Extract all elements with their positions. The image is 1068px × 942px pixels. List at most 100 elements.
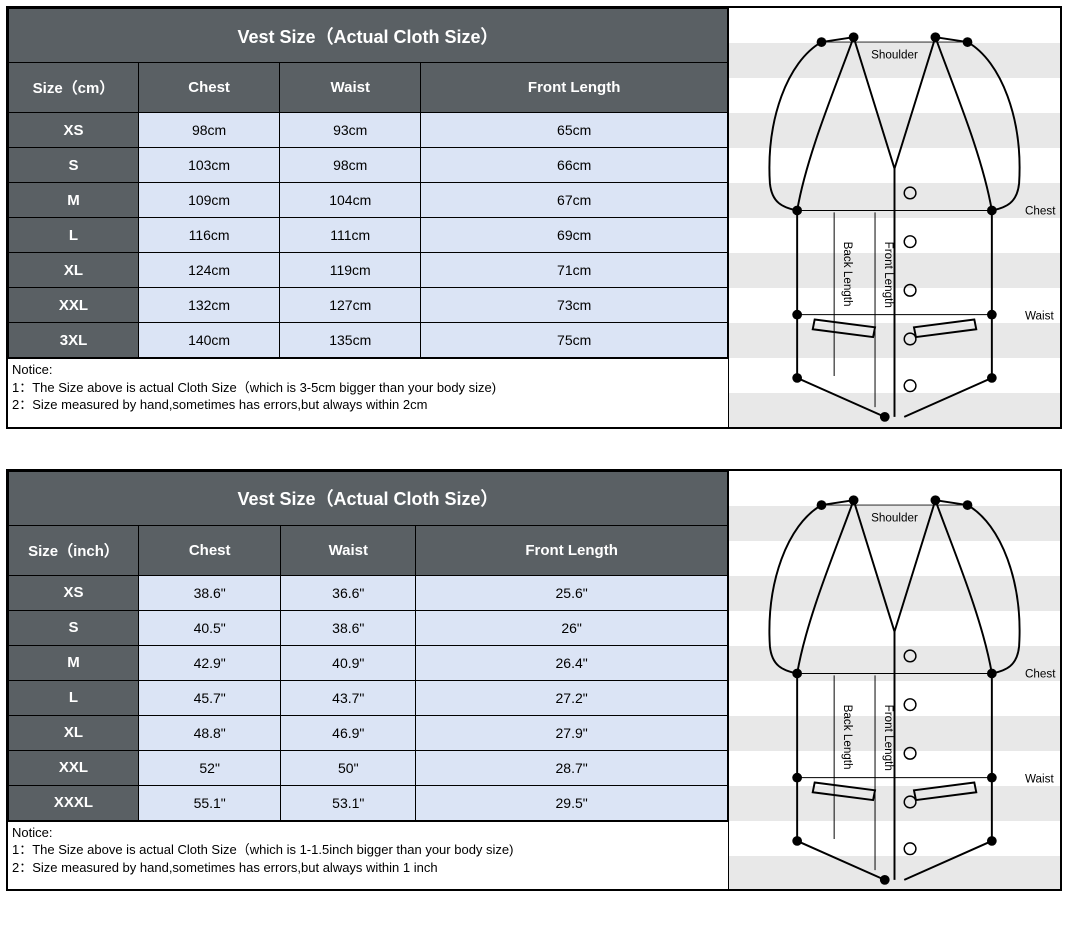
table-row: XL48.8"46.9"27.9" [9, 715, 728, 750]
column-header: Waist [280, 63, 421, 113]
value-cell: 40.5" [139, 610, 281, 645]
table-row: XL124cm119cm71cm [9, 253, 728, 288]
value-cell: 127cm [280, 288, 421, 323]
column-header: Chest [139, 63, 280, 113]
value-cell: 38.6" [139, 575, 281, 610]
column-header-size: Size（cm） [9, 63, 139, 113]
value-cell: 28.7" [416, 750, 728, 785]
notice-title: Notice: [12, 824, 724, 842]
notice-title: Notice: [12, 361, 724, 379]
value-cell: 45.7" [139, 680, 281, 715]
value-cell: 135cm [280, 323, 421, 358]
value-cell: 25.6" [416, 575, 728, 610]
size-table: Vest Size（Actual Cloth Size）Size（cm）Ches… [8, 8, 728, 358]
column-header: Chest [139, 525, 281, 575]
value-cell: 65cm [421, 113, 728, 148]
notice-line: 1：The Size above is actual Cloth Size（wh… [12, 841, 724, 859]
notice-line: 2：Size measured by hand,sometimes has er… [12, 396, 724, 414]
diagram-label-chest: Chest [1025, 204, 1056, 217]
size-cell: S [9, 148, 139, 183]
size-cell: XXL [9, 750, 139, 785]
size-cell: XXXL [9, 785, 139, 820]
value-cell: 104cm [280, 183, 421, 218]
size-chart-block: Vest Size（Actual Cloth Size）Size（cm）Ches… [6, 6, 1062, 429]
size-cell: XS [9, 575, 139, 610]
column-header: Waist [281, 525, 416, 575]
size-cell: S [9, 610, 139, 645]
size-table-container: Vest Size（Actual Cloth Size）Size（inch）Ch… [8, 471, 728, 890]
diagram-label-chest: Chest [1025, 667, 1056, 680]
size-cell: M [9, 645, 139, 680]
table-row: S40.5"38.6"26" [9, 610, 728, 645]
vest-diagram: Shoulder Chest Waist Front Length Back L… [728, 471, 1060, 890]
value-cell: 52" [139, 750, 281, 785]
notice-line: 2：Size measured by hand,sometimes has er… [12, 859, 724, 877]
table-row: M109cm104cm67cm [9, 183, 728, 218]
value-cell: 27.9" [416, 715, 728, 750]
value-cell: 46.9" [281, 715, 416, 750]
value-cell: 53.1" [281, 785, 416, 820]
table-row: M42.9"40.9"26.4" [9, 645, 728, 680]
notice-line: 1：The Size above is actual Cloth Size（wh… [12, 379, 724, 397]
notice-block: Notice:1：The Size above is actual Cloth … [8, 358, 728, 416]
size-cell: M [9, 183, 139, 218]
value-cell: 98cm [139, 113, 280, 148]
notice-block: Notice:1：The Size above is actual Cloth … [8, 821, 728, 879]
table-row: XXL132cm127cm73cm [9, 288, 728, 323]
size-cell: L [9, 218, 139, 253]
value-cell: 38.6" [281, 610, 416, 645]
size-table: Vest Size（Actual Cloth Size）Size（inch）Ch… [8, 471, 728, 821]
value-cell: 36.6" [281, 575, 416, 610]
diagram-label-shoulder: Shoulder [871, 511, 918, 524]
size-cell: XL [9, 715, 139, 750]
column-header: Front Length [421, 63, 728, 113]
diagram-label-front-length: Front Length [882, 242, 895, 308]
size-cell: XXL [9, 288, 139, 323]
value-cell: 67cm [421, 183, 728, 218]
diagram-label-waist: Waist [1025, 772, 1055, 785]
diagram-label-waist: Waist [1025, 310, 1055, 323]
value-cell: 109cm [139, 183, 280, 218]
size-table-container: Vest Size（Actual Cloth Size）Size（cm）Ches… [8, 8, 728, 427]
table-row: L116cm111cm69cm [9, 218, 728, 253]
value-cell: 26.4" [416, 645, 728, 680]
table-title: Vest Size（Actual Cloth Size） [9, 471, 728, 525]
value-cell: 124cm [139, 253, 280, 288]
diagram-label-back-length: Back Length [841, 242, 854, 307]
value-cell: 116cm [139, 218, 280, 253]
value-cell: 103cm [139, 148, 280, 183]
table-row: S103cm98cm66cm [9, 148, 728, 183]
table-row: XXL52"50"28.7" [9, 750, 728, 785]
table-row: L45.7"43.7"27.2" [9, 680, 728, 715]
value-cell: 93cm [280, 113, 421, 148]
value-cell: 26" [416, 610, 728, 645]
value-cell: 73cm [421, 288, 728, 323]
size-cell: 3XL [9, 323, 139, 358]
value-cell: 119cm [280, 253, 421, 288]
size-cell: XS [9, 113, 139, 148]
value-cell: 140cm [139, 323, 280, 358]
value-cell: 55.1" [139, 785, 281, 820]
table-row: XXXL55.1"53.1"29.5" [9, 785, 728, 820]
column-header: Front Length [416, 525, 728, 575]
table-row: 3XL140cm135cm75cm [9, 323, 728, 358]
value-cell: 75cm [421, 323, 728, 358]
value-cell: 132cm [139, 288, 280, 323]
table-row: XS98cm93cm65cm [9, 113, 728, 148]
diagram-label-back-length: Back Length [841, 704, 854, 769]
size-chart-block: Vest Size（Actual Cloth Size）Size（inch）Ch… [6, 469, 1062, 892]
value-cell: 71cm [421, 253, 728, 288]
value-cell: 48.8" [139, 715, 281, 750]
value-cell: 69cm [421, 218, 728, 253]
value-cell: 50" [281, 750, 416, 785]
value-cell: 66cm [421, 148, 728, 183]
column-header-size: Size（inch） [9, 525, 139, 575]
value-cell: 98cm [280, 148, 421, 183]
table-title: Vest Size（Actual Cloth Size） [9, 9, 728, 63]
table-row: XS38.6"36.6"25.6" [9, 575, 728, 610]
value-cell: 40.9" [281, 645, 416, 680]
value-cell: 27.2" [416, 680, 728, 715]
diagram-label-front-length: Front Length [882, 704, 895, 770]
diagram-label-shoulder: Shoulder [871, 49, 918, 62]
value-cell: 111cm [280, 218, 421, 253]
